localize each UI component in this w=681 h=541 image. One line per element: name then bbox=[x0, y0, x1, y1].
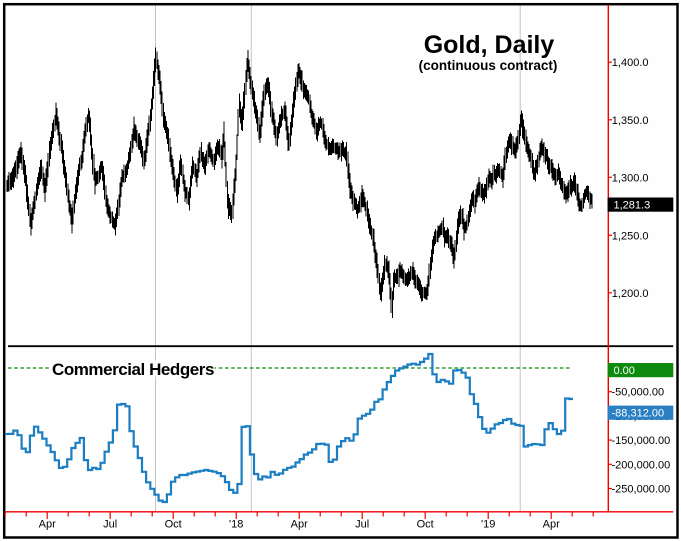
svg-text:'18: '18 bbox=[229, 519, 243, 531]
svg-text:Apr: Apr bbox=[291, 519, 308, 531]
svg-text:1,250.0: 1,250.0 bbox=[612, 230, 649, 242]
svg-text:1,300.0: 1,300.0 bbox=[612, 172, 649, 184]
svg-text:Apr: Apr bbox=[543, 519, 560, 531]
svg-text:0.00: 0.00 bbox=[614, 365, 635, 377]
svg-text:-150,000.00: -150,000.00 bbox=[612, 435, 671, 447]
svg-text:1,200.0: 1,200.0 bbox=[612, 288, 649, 300]
svg-text:Gold, Daily: Gold, Daily bbox=[424, 31, 555, 59]
svg-text:Jul: Jul bbox=[355, 519, 369, 531]
svg-text:1,400.0: 1,400.0 bbox=[612, 57, 649, 69]
svg-text:-50,000.00: -50,000.00 bbox=[612, 387, 665, 399]
svg-text:1,350.0: 1,350.0 bbox=[612, 115, 649, 127]
svg-text:'19: '19 bbox=[481, 519, 495, 531]
svg-text:(continuous contract): (continuous contract) bbox=[419, 58, 558, 73]
svg-text:Commercial Hedgers: Commercial Hedgers bbox=[52, 360, 214, 379]
svg-text:Jul: Jul bbox=[103, 519, 117, 531]
svg-text:-250,000.00: -250,000.00 bbox=[612, 484, 671, 496]
svg-text:Oct: Oct bbox=[165, 519, 182, 531]
svg-text:Apr: Apr bbox=[39, 519, 56, 531]
svg-text:1,281.3: 1,281.3 bbox=[614, 200, 651, 212]
svg-text:-88,312.00: -88,312.00 bbox=[612, 408, 665, 420]
svg-text:Oct: Oct bbox=[417, 519, 434, 531]
svg-text:-200,000.00: -200,000.00 bbox=[612, 459, 671, 471]
